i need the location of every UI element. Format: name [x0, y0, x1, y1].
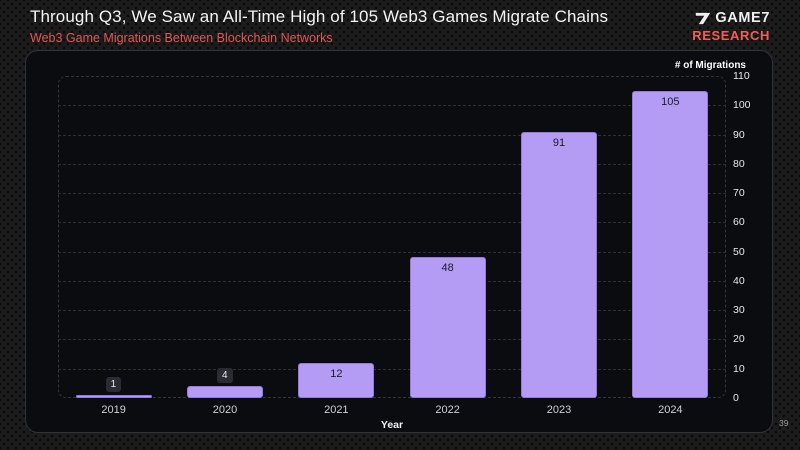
y-tick-label-20: 20	[733, 333, 745, 346]
y-tick-label-80: 80	[733, 157, 745, 170]
bar-2020	[187, 386, 263, 398]
logo-brand-row: GAME7	[695, 11, 770, 26]
x-tick-label-2020: 2020	[212, 404, 238, 416]
bar-value-label-2022: 48	[441, 262, 454, 274]
bar-2019	[75, 395, 152, 398]
y-tick-label-60: 60	[733, 216, 745, 229]
x-tick-label-2024: 2024	[658, 404, 683, 416]
chart-panel: # of Migrations Year 0 10 20 30 40 50 60 70 80 90…	[25, 50, 773, 433]
slide-header: Through Q3, We Saw an All-Time High of 1…	[0, 0, 800, 50]
y-tick-label-100: 100	[733, 99, 751, 112]
bar-2022	[409, 257, 486, 398]
gridline-y-60	[58, 222, 726, 224]
logo-brand-text: GAME7	[715, 10, 770, 26]
bar-value-label-2021: 12	[330, 368, 343, 380]
y-tick-label-0: 0	[733, 392, 739, 404]
gridline-y-80	[58, 163, 726, 165]
gridline-y-50	[58, 251, 726, 253]
bar-2021	[298, 363, 375, 398]
y-tick-label-10: 10	[733, 362, 745, 375]
y-tick-label-40: 40	[733, 274, 745, 287]
bar-value-badge-2020: 4	[217, 368, 233, 383]
y-tick-label-30: 30	[733, 304, 745, 317]
gridline-y-100	[58, 105, 726, 107]
y-axis-title: # of Migrations	[674, 60, 746, 71]
x-tick-label-2022: 2022	[435, 404, 460, 416]
y-tick-label-90: 90	[733, 128, 745, 141]
gridline-y-30	[58, 310, 726, 312]
plot-area-frame	[58, 76, 726, 398]
game7-seven-icon	[696, 12, 711, 24]
x-tick-label-2023: 2023	[546, 404, 572, 416]
bar-value-label-2023: 91	[552, 137, 566, 149]
x-tick-label-2019: 2019	[101, 404, 126, 416]
page-number: 39	[779, 418, 789, 428]
gridline-y-20	[58, 339, 726, 341]
gridline-y-70	[58, 193, 726, 195]
gridline-y-90	[58, 134, 726, 136]
logo-sub-text: RESEARCH	[692, 27, 770, 43]
y-tick-label-70: 70	[733, 187, 745, 200]
y-tick-label-110: 110	[733, 70, 750, 82]
gridline-y-40	[58, 280, 726, 282]
bar-value-label-2024: 105	[661, 96, 680, 108]
bar-2024	[632, 91, 709, 398]
game7-research-logo: GAME7 RESEARCH	[692, 11, 770, 42]
page-title: Through Q3, We Saw an All-Time High of 1…	[30, 7, 609, 26]
y-tick-label-50: 50	[733, 245, 745, 258]
gridline-y-10	[58, 368, 726, 370]
bar-value-badge-2019: 1	[105, 377, 122, 392]
bar-2023	[521, 132, 597, 398]
x-tick-label-2021: 2021	[324, 404, 349, 416]
page-subtitle: Web3 Game Migrations Between Blockchain …	[30, 31, 333, 45]
x-axis-title: Year	[380, 419, 404, 431]
